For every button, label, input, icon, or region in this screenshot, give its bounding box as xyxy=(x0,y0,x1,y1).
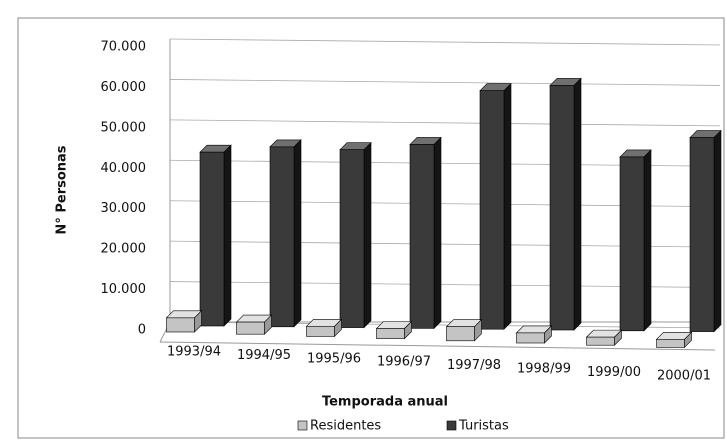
bar-turistas-side xyxy=(643,149,652,332)
bar-residentes xyxy=(236,321,265,335)
y-tick-label: 40.000 xyxy=(101,161,147,176)
x-tick-label: 2000/01 xyxy=(657,368,711,383)
bar-turistas-side xyxy=(573,77,582,331)
x-tick-label: 1998/99 xyxy=(517,362,571,377)
bar-residentes xyxy=(516,332,545,344)
grid-line xyxy=(169,79,721,86)
bar-turistas-side xyxy=(223,144,232,327)
y-tick-label: 0 xyxy=(138,323,146,338)
bar-turistas xyxy=(199,151,225,327)
x-tick-label: 1995/96 xyxy=(307,351,361,366)
bar-residentes xyxy=(166,317,195,333)
chart-frame xyxy=(17,17,725,439)
bar-turistas xyxy=(339,149,365,328)
bar-turistas-side xyxy=(293,139,302,328)
bar-turistas-side xyxy=(433,136,442,330)
y-tick-label: 30.000 xyxy=(101,201,147,216)
y-tick-label: 10.000 xyxy=(101,282,147,297)
y-tick-label: 20.000 xyxy=(101,242,147,257)
grid-line xyxy=(169,119,721,127)
bar-turistas-side xyxy=(713,129,722,333)
bar-residentes xyxy=(656,339,685,348)
x-tick-label: 1999/00 xyxy=(587,365,641,380)
legend-swatch xyxy=(297,420,308,431)
y-axis-title: N° Personas xyxy=(55,145,70,234)
legend-label: Residentes xyxy=(310,419,381,434)
x-tick-label: 1996/97 xyxy=(377,355,431,370)
bar-residentes xyxy=(306,325,335,337)
bar-turistas xyxy=(689,137,715,332)
bar-residentes xyxy=(376,328,405,339)
bar-turistas xyxy=(409,144,435,329)
bar-turistas xyxy=(549,85,575,331)
bar-residentes xyxy=(446,326,475,342)
bar-turistas xyxy=(269,146,295,328)
bar-turistas xyxy=(479,90,505,330)
bar-residentes xyxy=(586,336,615,346)
x-tick-label: 1997/98 xyxy=(447,358,501,373)
y-tick-label: 50.000 xyxy=(101,120,147,135)
x-tick-label: 1993/94 xyxy=(167,345,221,360)
bar-turistas-side xyxy=(363,141,372,329)
x-axis-title: Temporada anual xyxy=(322,395,448,410)
y-tick-label: 70.000 xyxy=(101,40,147,55)
bar-turistas xyxy=(619,156,645,332)
floor-edge xyxy=(159,341,716,351)
legend-label: Turistas xyxy=(458,419,509,434)
legend-swatch xyxy=(446,420,457,431)
y-tick-label: 60.000 xyxy=(101,80,147,95)
grid-line xyxy=(169,38,721,46)
x-tick-label: 1994/95 xyxy=(237,348,291,363)
bar-turistas-side xyxy=(503,82,512,330)
